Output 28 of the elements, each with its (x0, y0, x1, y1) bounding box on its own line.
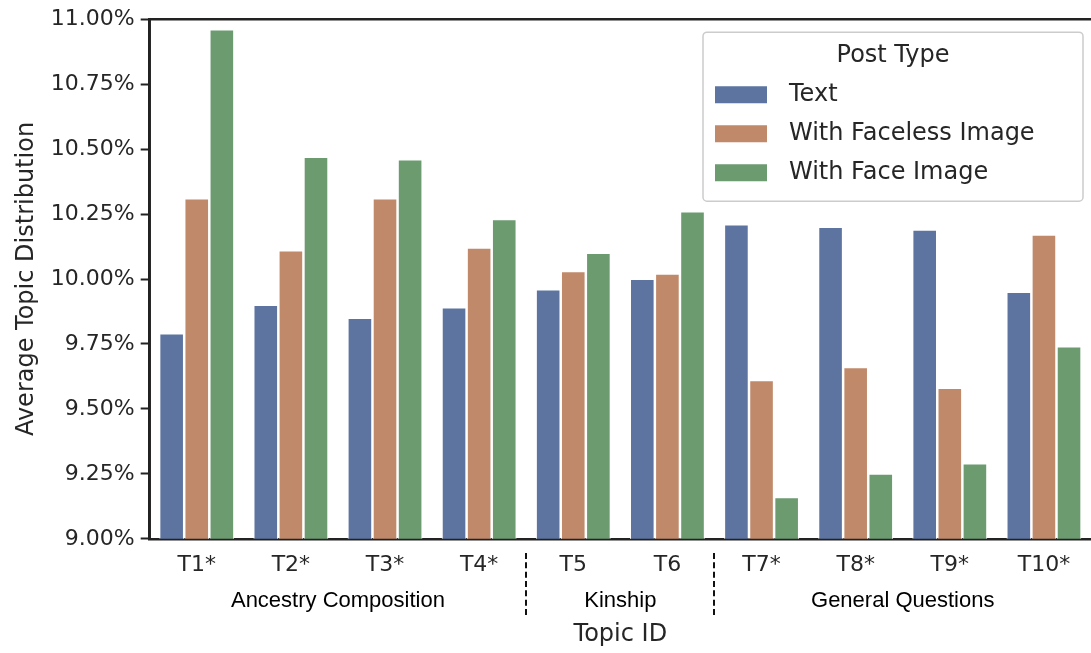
y-tick-label: 9.25% (64, 459, 135, 485)
x-tick-label: T1* (176, 550, 216, 576)
x-tick-label: T4* (458, 550, 499, 576)
text: General Questions (811, 586, 995, 612)
legend-title: Post Type (836, 40, 950, 69)
y-tick-label: 10.75% (50, 69, 135, 95)
x-tick-label: T10* (1016, 550, 1071, 576)
x-tick-label: T2* (270, 550, 311, 576)
y-tick-label: 9.50% (64, 394, 135, 420)
x-axis-title: Topic ID (572, 618, 668, 647)
x-tick-label: T9* (929, 550, 970, 576)
text: Ancestry Composition (230, 586, 445, 612)
y-tick-label: 9.00% (64, 524, 135, 550)
y-tick-label: 10.25% (50, 199, 135, 225)
y-tick-label: 10.50% (50, 134, 135, 160)
y-tick-label: 10.00% (50, 264, 135, 290)
x-tick-label: T7* (741, 550, 781, 576)
y-tick-label: 11.00% (50, 4, 135, 30)
x-tick-label: T6 (652, 550, 682, 576)
legend-label: With Faceless Image (789, 118, 1035, 147)
text: Kinship (584, 586, 657, 612)
x-tick-label: T5 (558, 550, 587, 576)
y-tick-label: 9.75% (64, 329, 135, 355)
x-tick-label: T8* (835, 550, 875, 576)
y-axis-title: Average Topic Distribution (10, 121, 39, 437)
x-tick-label: T3* (364, 550, 405, 576)
legend-label: With Face Image (789, 157, 989, 186)
legend-label: Text (788, 79, 838, 108)
